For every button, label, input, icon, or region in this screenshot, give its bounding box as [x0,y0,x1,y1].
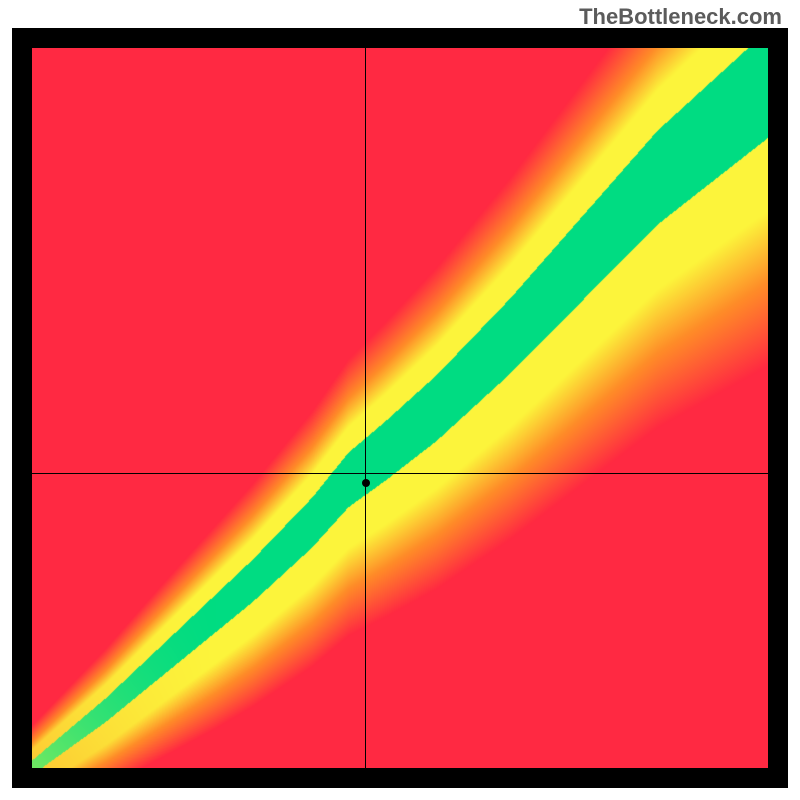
crosshair-vertical [365,48,366,768]
chart-frame [12,28,788,788]
watermark-text: TheBottleneck.com [579,4,782,30]
heatmap-canvas [32,48,768,768]
heatmap-plot [32,48,768,768]
chart-container: TheBottleneck.com [0,0,800,800]
data-point-marker [362,479,370,487]
crosshair-horizontal [32,473,768,474]
